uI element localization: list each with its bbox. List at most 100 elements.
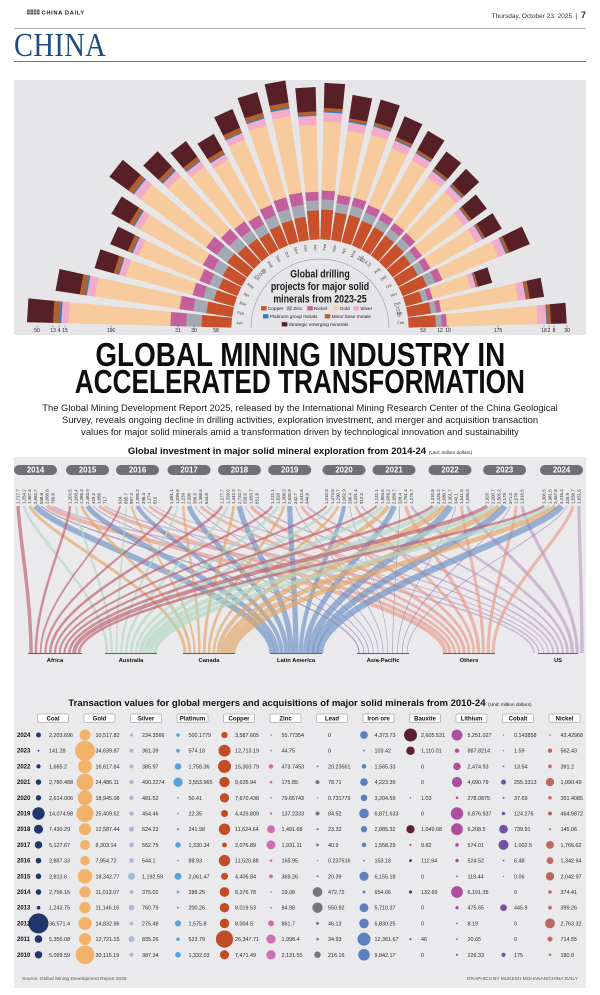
svg-text:124.276: 124.276	[514, 812, 534, 818]
svg-text:Jan: Jan	[313, 244, 318, 251]
svg-text:175: 175	[494, 328, 503, 334]
svg-text:0: 0	[421, 764, 424, 770]
svg-text:18,342.77: 18,342.77	[96, 874, 120, 880]
svg-text:2024: 2024	[17, 733, 31, 739]
svg-text:714.55: 714.55	[561, 937, 578, 943]
svg-text:7,471.49: 7,471.49	[235, 953, 256, 959]
svg-text:2,763.32: 2,763.32	[561, 921, 582, 927]
svg-text:1,374.8: 1,374.8	[330, 489, 335, 504]
svg-text:US: US	[554, 658, 562, 664]
svg-text:523.79: 523.79	[189, 937, 206, 943]
svg-text:5,127.67: 5,127.67	[49, 843, 70, 849]
svg-text:429.3: 429.3	[91, 492, 96, 504]
svg-text:2,780.488: 2,780.488	[49, 780, 73, 786]
svg-text:Aug: Aug	[373, 266, 381, 274]
svg-text:1,766.62: 1,766.62	[561, 843, 582, 849]
svg-text:Nov: Nov	[389, 291, 397, 298]
svg-text:2,203.696: 2,203.696	[49, 733, 73, 739]
svg-text:137.2333: 137.2333	[282, 812, 304, 818]
svg-text:6,208.5: 6,208.5	[468, 827, 486, 833]
svg-text:1,068.4: 1,068.4	[73, 489, 78, 504]
svg-text:944.8: 944.8	[305, 492, 310, 504]
svg-text:1,931.11: 1,931.11	[282, 843, 303, 849]
svg-text:445.9: 445.9	[514, 906, 528, 912]
svg-text:2,483.9: 2,483.9	[85, 489, 90, 504]
svg-text:1,651.6: 1,651.6	[576, 489, 581, 504]
svg-text:Mar: Mar	[331, 244, 337, 252]
svg-text:2014: 2014	[27, 466, 45, 475]
svg-text:1,122.1: 1,122.1	[270, 489, 275, 504]
svg-text:1,541.5: 1,541.5	[459, 489, 464, 504]
svg-text:275.48: 275.48	[142, 921, 159, 927]
svg-text:1,904.5: 1,904.5	[380, 489, 385, 504]
svg-text:Apr: Apr	[243, 291, 251, 298]
svg-text:20.23561: 20.23561	[328, 764, 350, 770]
svg-text:524.52: 524.52	[468, 859, 485, 865]
svg-text:374.41: 374.41	[561, 890, 578, 896]
svg-text:12,713.19: 12,713.19	[235, 749, 259, 755]
svg-text:Global drilling: Global drilling	[290, 269, 349, 281]
svg-text:153.18: 153.18	[375, 859, 392, 865]
svg-text:385.97: 385.97	[142, 764, 159, 770]
svg-text:30: 30	[564, 328, 570, 334]
svg-text:0: 0	[328, 733, 331, 739]
svg-text:2023: 2023	[17, 749, 31, 755]
svg-text:481.52: 481.52	[142, 796, 159, 802]
svg-text:1,491.68: 1,491.68	[282, 827, 303, 833]
svg-text:2023: 2023	[496, 466, 514, 475]
svg-text:2016: 2016	[129, 466, 147, 475]
svg-text:598.8: 598.8	[39, 492, 44, 504]
svg-text:1,132.1: 1,132.1	[374, 489, 379, 504]
svg-text:Nickel: Nickel	[556, 717, 574, 723]
svg-text:1,049.68: 1,049.68	[421, 827, 442, 833]
svg-text:Platinum: Platinum	[180, 717, 205, 723]
svg-text:241.98: 241.98	[189, 827, 206, 833]
svg-text:1,308.3: 1,308.3	[281, 489, 286, 504]
svg-text:516: 516	[152, 496, 157, 504]
svg-text:500.1779: 500.1779	[189, 733, 211, 739]
svg-text:1,010.9: 1,010.9	[324, 489, 329, 504]
svg-text:544.1: 544.1	[142, 859, 156, 865]
svg-text:Latin America: Latin America	[277, 658, 316, 664]
svg-text:835.26: 835.26	[142, 937, 159, 943]
svg-text:2,474.93: 2,474.93	[468, 764, 489, 770]
svg-text:717: 717	[102, 496, 107, 504]
svg-text:2013: 2013	[17, 906, 31, 912]
svg-text:0.06: 0.06	[514, 874, 525, 880]
svg-text:79.65743: 79.65743	[282, 796, 304, 802]
svg-text:Dec: Dec	[393, 300, 401, 307]
svg-text:760.79: 760.79	[142, 906, 159, 912]
svg-text:574.01: 574.01	[468, 843, 485, 849]
svg-text:2018: 2018	[17, 827, 31, 833]
svg-text:399.26: 399.26	[561, 906, 578, 912]
svg-text:895.7: 895.7	[123, 492, 128, 504]
svg-text:3,204.59: 3,204.59	[375, 796, 396, 802]
svg-text:6.48: 6.48	[514, 859, 525, 865]
svg-text:minerals from 2023-25: minerals from 2023-25	[273, 294, 367, 306]
svg-text:0: 0	[421, 906, 424, 912]
svg-text:May: May	[246, 282, 255, 290]
svg-text:887.8214: 887.8214	[468, 749, 490, 755]
svg-text:103.42: 103.42	[375, 749, 392, 755]
svg-text:46: 46	[421, 937, 427, 943]
svg-text:31: 31	[175, 328, 181, 334]
svg-text:Bauxite: Bauxite	[414, 717, 436, 723]
svg-text:22.35: 22.35	[189, 812, 203, 818]
svg-text:145.06: 145.06	[561, 827, 578, 833]
svg-text:6,155.18: 6,155.18	[375, 874, 396, 880]
svg-text:Iron ore: Iron ore	[367, 717, 390, 723]
svg-text:2,068.8: 2,068.8	[45, 489, 50, 504]
svg-text:760.8: 760.8	[50, 492, 55, 504]
svg-text:0: 0	[421, 780, 424, 786]
svg-text:1,310.8: 1,310.8	[430, 489, 435, 504]
svg-text:May: May	[349, 249, 357, 258]
svg-text:Lead: Lead	[325, 717, 339, 723]
svg-text:78.71: 78.71	[328, 780, 342, 786]
svg-text:30: 30	[191, 328, 197, 334]
svg-text:1,565.33: 1,565.33	[375, 764, 396, 770]
svg-text:4,373.73: 4,373.73	[375, 733, 396, 739]
svg-text:2,862.7: 2,862.7	[33, 489, 38, 504]
svg-text:Africa: Africa	[47, 658, 64, 664]
svg-text:2,887.33: 2,887.33	[49, 859, 70, 865]
svg-text:GRAPHICS BY MUKESH MOHANAN/CHI: GRAPHICS BY MUKESH MOHANAN/CHINA DAILY	[467, 976, 579, 982]
